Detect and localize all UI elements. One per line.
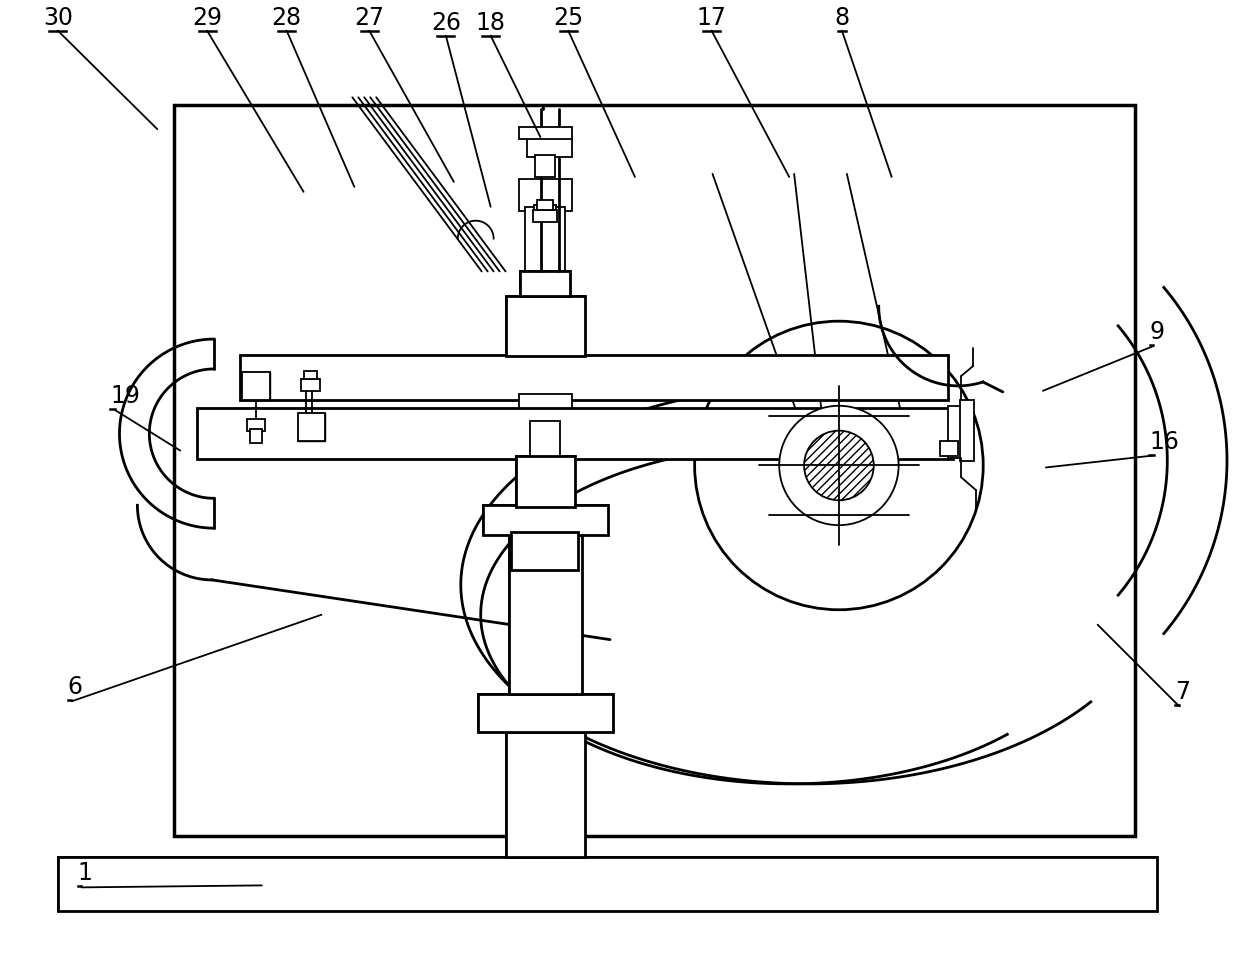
Text: 19: 19 (110, 383, 140, 407)
Bar (511, 533, 578, 570)
Bar (536, 155, 556, 177)
Bar (508, 535, 583, 694)
Bar (506, 297, 585, 356)
Text: 30: 30 (43, 6, 73, 30)
Text: 26: 26 (430, 11, 461, 35)
Bar (477, 694, 613, 732)
Text: 29: 29 (192, 6, 222, 30)
Text: 17: 17 (697, 6, 727, 30)
Bar (482, 506, 608, 535)
Bar (239, 355, 949, 400)
Bar (960, 400, 975, 461)
Bar (197, 407, 954, 459)
Bar (529, 139, 570, 155)
Bar (518, 394, 572, 407)
Bar (521, 272, 570, 297)
Bar (242, 372, 270, 400)
Bar (950, 407, 965, 455)
Bar (940, 441, 959, 455)
Bar (242, 372, 270, 400)
Bar (533, 210, 557, 221)
Bar (534, 205, 557, 217)
Bar (537, 199, 553, 210)
Bar (942, 443, 956, 454)
Bar (527, 137, 572, 157)
Bar (177, 114, 1127, 836)
Bar (506, 732, 585, 856)
Text: 6: 6 (68, 675, 83, 699)
Bar (531, 421, 560, 455)
Bar (300, 378, 320, 391)
Bar (949, 405, 966, 457)
Bar (247, 419, 265, 430)
Bar (532, 423, 558, 454)
Bar (508, 535, 583, 694)
Text: 1: 1 (78, 861, 93, 885)
Bar (304, 371, 317, 378)
Bar (58, 856, 1157, 911)
Bar (521, 396, 570, 405)
Bar (477, 694, 613, 732)
Bar (506, 732, 585, 856)
Bar (521, 272, 570, 297)
Text: 28: 28 (272, 6, 301, 30)
Bar (58, 856, 1157, 911)
Circle shape (694, 322, 983, 610)
Bar (506, 297, 585, 356)
Text: 8: 8 (835, 6, 849, 30)
Bar (518, 127, 572, 139)
Text: 16: 16 (1149, 429, 1179, 454)
Bar (298, 413, 325, 441)
Text: 9: 9 (1149, 320, 1164, 344)
Bar (298, 413, 325, 441)
Text: 18: 18 (476, 11, 506, 35)
Bar (482, 506, 608, 535)
Bar (197, 407, 954, 459)
Bar (174, 105, 1136, 836)
Bar (249, 429, 262, 443)
Bar (527, 209, 563, 270)
Bar (526, 207, 565, 272)
Circle shape (779, 405, 899, 525)
Bar (516, 455, 575, 508)
Circle shape (804, 430, 874, 501)
Bar (518, 179, 572, 211)
Bar (516, 455, 575, 508)
Bar (511, 533, 578, 570)
Text: 7: 7 (1176, 680, 1190, 704)
Text: 25: 25 (553, 6, 583, 30)
Bar (239, 355, 949, 400)
Text: 27: 27 (355, 6, 384, 30)
